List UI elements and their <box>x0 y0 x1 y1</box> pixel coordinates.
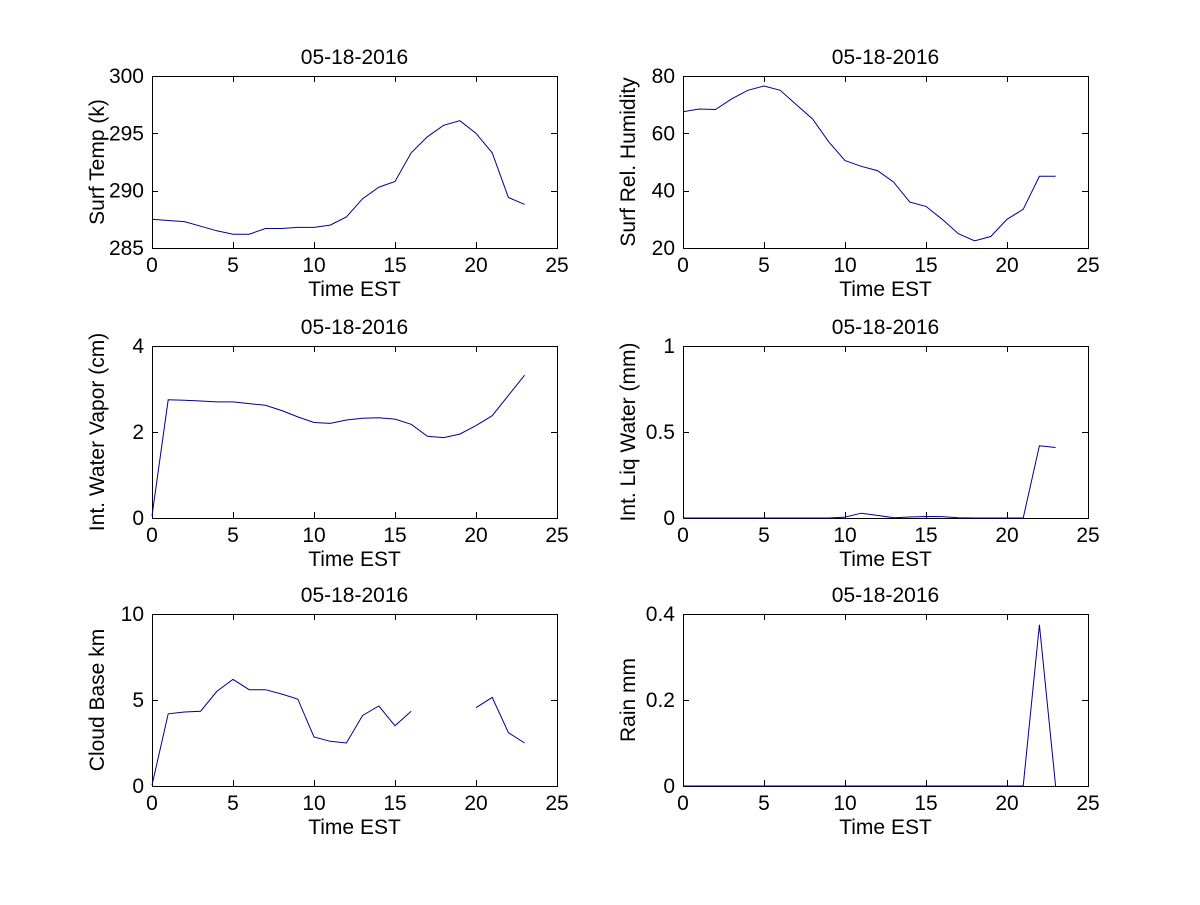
x-tick-label: 5 <box>227 254 239 277</box>
y-tick-label: 290 <box>109 180 144 203</box>
x-tick-label: 25 <box>545 792 568 815</box>
y-tick-label: 0.2 <box>646 689 675 712</box>
x-tick-label: 15 <box>383 254 406 277</box>
y-tick-label: 40 <box>652 180 675 203</box>
x-tick-label: 10 <box>833 254 856 277</box>
x-tick-label: 20 <box>464 254 487 277</box>
subplot-int-water-vapor: 0 5 10 15 20 25 0 2 4 05-18-2016 Time EST Int. Wate… <box>86 316 569 571</box>
subplot-title: 05-18-2016 <box>301 316 408 339</box>
x-tick-label: 20 <box>995 524 1018 547</box>
series-line-rain <box>683 624 1057 787</box>
x-tick-label: 20 <box>464 792 487 815</box>
axis-box <box>152 614 558 787</box>
y-tick-label: 300 <box>109 65 144 88</box>
series-line-surf-temp <box>151 120 525 235</box>
axis-box <box>683 614 1089 787</box>
y-tick-label: 2 <box>132 421 144 444</box>
subplot-title: 05-18-2016 <box>832 316 939 339</box>
x-tick-label: 5 <box>227 524 239 547</box>
y-axis-label: Rain mm <box>617 658 640 742</box>
y-tick-label: 5 <box>132 689 144 712</box>
y-tick-label: 80 <box>652 65 675 88</box>
y-tick-label: 20 <box>652 237 675 260</box>
series-line-int-water-vapor <box>151 374 525 516</box>
x-tick-label: 15 <box>914 792 937 815</box>
y-axis-label: Surf Rel. Humidity <box>617 77 640 247</box>
x-axis-label: Time EST <box>308 278 401 301</box>
x-tick-label: 10 <box>302 524 325 547</box>
subplot-int-liq-water: 0 5 10 15 20 25 0 0.5 1 05-18-2016 Time EST Int. Li… <box>617 316 1100 571</box>
x-axis-label: Time EST <box>839 816 932 839</box>
x-tick-label: 15 <box>914 254 937 277</box>
x-axis-label: Time EST <box>308 548 401 571</box>
x-tick-label: 25 <box>545 254 568 277</box>
x-tick-label: 0 <box>677 792 689 815</box>
y-tick-label: 10 <box>121 603 144 626</box>
x-tick-label: 5 <box>227 792 239 815</box>
x-tick-label: 0 <box>146 254 158 277</box>
x-axis-label: Time EST <box>308 816 401 839</box>
x-tick-label: 25 <box>1076 254 1099 277</box>
x-tick-label: 10 <box>302 792 325 815</box>
subplot-surf-rel-humidity: 0 5 10 15 20 25 20 40 60 80 05-18-2016 Time EST Surf… <box>617 46 1100 301</box>
series-line-int-liq-water <box>683 445 1056 519</box>
x-tick-label: 25 <box>1076 524 1099 547</box>
x-tick-label: 20 <box>995 792 1018 815</box>
subplot-rain: 0 5 10 15 20 25 0 0.2 0.4 05-18-2016 Time EST Rain … <box>617 584 1100 839</box>
subplot-title: 05-18-2016 <box>832 584 939 607</box>
series-line-cloud-base <box>151 678 525 786</box>
y-tick-label: 1 <box>663 335 675 358</box>
x-tick-label: 5 <box>758 254 770 277</box>
y-tick-label: 0.4 <box>646 603 676 626</box>
subplot-surf-temp: 0 5 10 15 20 25 285 290 295 300 05-18-2016 Time EST… <box>86 46 569 301</box>
y-tick-label: 0 <box>663 775 675 798</box>
x-tick-label: 20 <box>995 254 1018 277</box>
series-line-surf-rel-humidity <box>682 85 1056 242</box>
x-tick-label: 15 <box>914 524 937 547</box>
x-axis-label: Time EST <box>839 278 932 301</box>
x-tick-label: 20 <box>464 524 487 547</box>
x-tick-label: 5 <box>758 524 770 547</box>
x-tick-label: 25 <box>1076 792 1099 815</box>
subplot-title: 05-18-2016 <box>301 46 408 69</box>
y-tick-label: 295 <box>109 122 144 145</box>
y-tick-label: 285 <box>109 237 144 260</box>
x-tick-label: 0 <box>146 792 158 815</box>
y-tick-label: 0.5 <box>646 421 675 444</box>
axis-box <box>683 346 1089 519</box>
y-tick-label: 0 <box>132 775 144 798</box>
x-tick-label: 0 <box>146 524 158 547</box>
y-tick-label: 0 <box>663 507 675 530</box>
axis-box <box>152 346 558 519</box>
y-axis-label: Int. Water Vapor (cm) <box>86 333 109 531</box>
x-tick-label: 0 <box>677 254 689 277</box>
x-tick-label: 15 <box>383 524 406 547</box>
x-axis-label: Time EST <box>839 548 932 571</box>
y-tick-label: 4 <box>132 335 144 358</box>
x-tick-label: 10 <box>833 524 856 547</box>
x-tick-label: 25 <box>545 524 568 547</box>
x-tick-label: 10 <box>833 792 856 815</box>
y-axis-label: Surf Temp (k) <box>86 99 109 225</box>
x-tick-label: 0 <box>677 524 689 547</box>
y-tick-label: 60 <box>652 122 675 145</box>
subplot-title: 05-18-2016 <box>832 46 939 69</box>
x-tick-label: 10 <box>302 254 325 277</box>
y-axis-label: Cloud Base km <box>86 629 109 771</box>
x-tick-label: 5 <box>758 792 770 815</box>
subplot-cloud-base: 0 5 10 15 20 25 0 5 10 05-18-2016 Time EST Cloud Ba… <box>86 584 569 839</box>
x-tick-label: 15 <box>383 792 406 815</box>
y-axis-label: Int. Liq Water (mm) <box>617 343 640 522</box>
subplot-title: 05-18-2016 <box>301 584 408 607</box>
y-tick-label: 0 <box>132 507 144 530</box>
axis-box <box>152 76 558 249</box>
axis-box <box>683 76 1089 249</box>
